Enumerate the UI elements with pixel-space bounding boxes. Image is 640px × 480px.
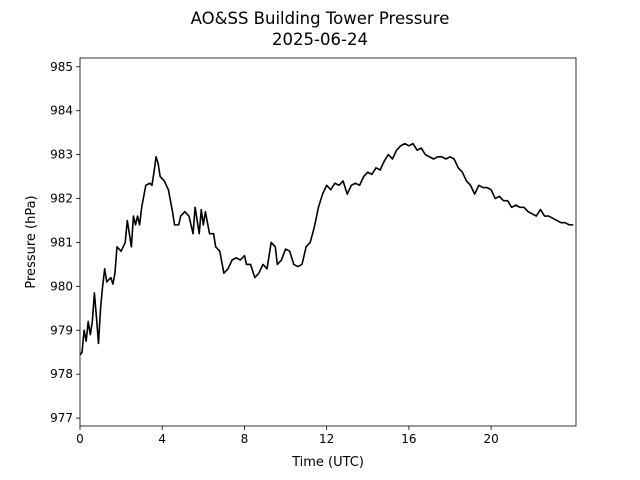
x-tick-label: 12 xyxy=(319,432,334,446)
x-tick-label: 4 xyxy=(158,432,166,446)
y-tick-label: 977 xyxy=(50,411,73,425)
x-tick-label: 8 xyxy=(241,432,249,446)
chart-title: AO&SS Building Tower Pressure xyxy=(191,9,450,28)
plot-frame xyxy=(79,57,577,427)
y-tick-label: 983 xyxy=(50,148,73,162)
x-axis-label: Time (UTC) xyxy=(291,455,364,470)
y-tick-label: 982 xyxy=(50,192,73,206)
y-tick-label: 985 xyxy=(50,60,73,74)
y-tick-label: 979 xyxy=(50,323,73,337)
x-tick-label: 16 xyxy=(401,432,416,446)
y-tick-label: 984 xyxy=(50,104,73,118)
y-tick-label: 980 xyxy=(50,279,73,293)
data-line xyxy=(79,142,574,356)
x-tick-label: 0 xyxy=(76,432,84,446)
x-tick-label: 20 xyxy=(483,432,498,446)
y-tick-label: 978 xyxy=(50,367,73,381)
chart-subtitle: 2025-06-24 xyxy=(272,30,368,49)
y-tick-label: 981 xyxy=(50,235,73,249)
y-axis-label: Pressure (hPa) xyxy=(24,195,39,288)
